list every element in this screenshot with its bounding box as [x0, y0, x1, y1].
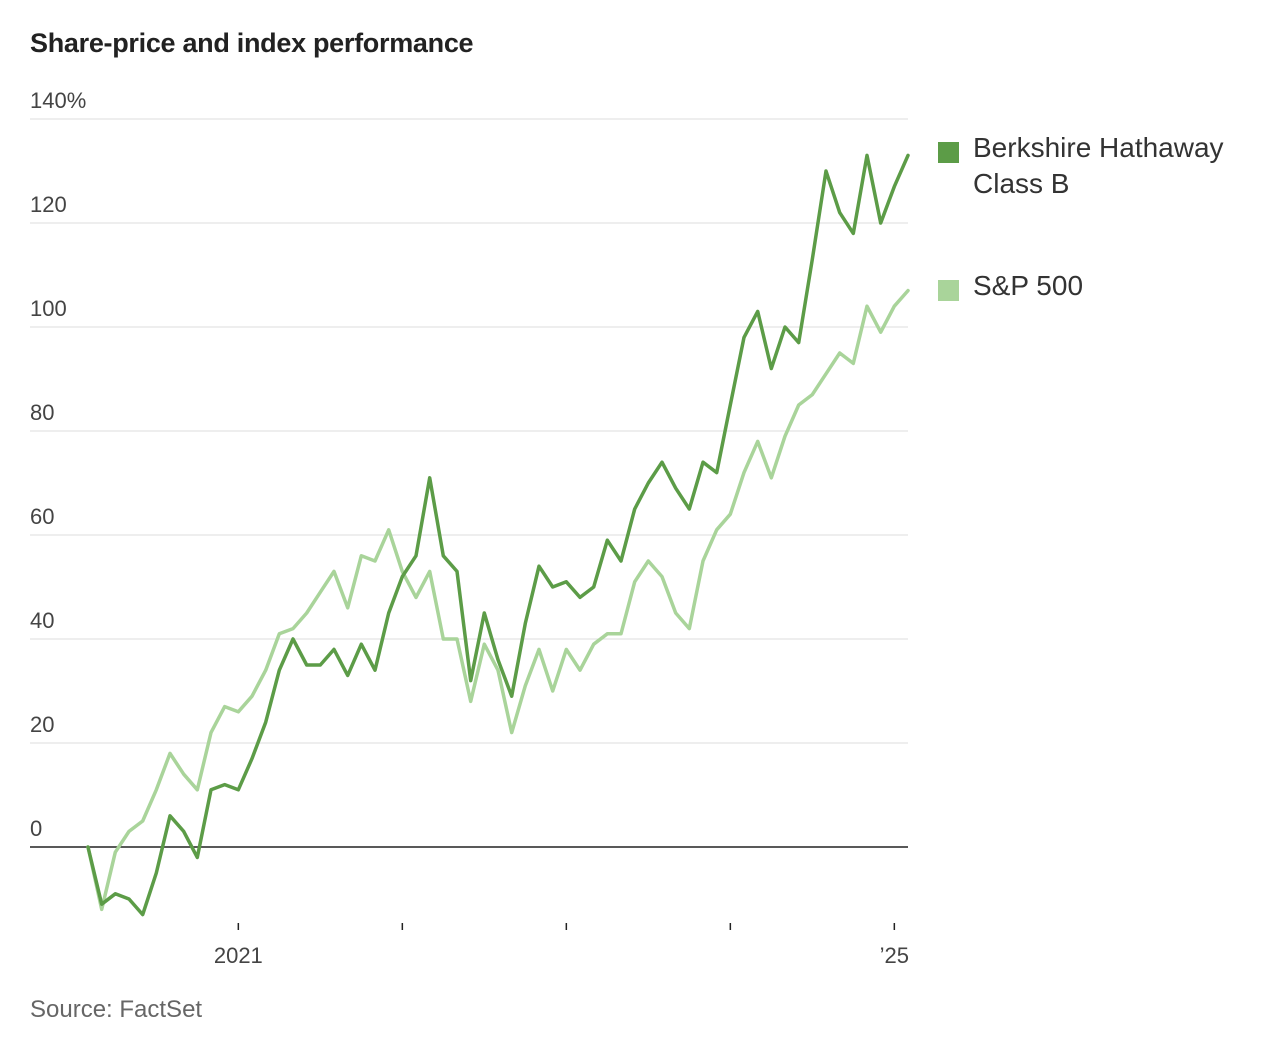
- legend: Berkshire Hathaway Class B S&P 500: [938, 130, 1263, 304]
- y-tick-label: 0: [30, 816, 42, 841]
- x-tick-label: 2021: [214, 943, 263, 968]
- gridlines: [30, 118, 908, 848]
- source-note: Source: FactSet: [30, 996, 203, 1023]
- y-tick-label: 20: [30, 712, 54, 737]
- series-lines: [86, 153, 910, 917]
- y-tick-label: 60: [30, 504, 54, 529]
- legend-item-berkshire: Berkshire Hathaway Class B: [938, 130, 1263, 202]
- legend-label-berkshire: Berkshire Hathaway Class B: [973, 132, 1224, 199]
- y-axis-labels: 0 20 40 60 80 100 120 140%: [30, 88, 86, 841]
- legend-item-sp500: S&P 500: [938, 268, 1263, 304]
- y-tick-label: 80: [30, 400, 54, 425]
- y-tick-label: 40: [30, 608, 54, 633]
- legend-swatch-sp500: [938, 280, 959, 301]
- y-tick-label: 140%: [30, 88, 86, 113]
- chart-title: Share-price and index performance: [30, 28, 474, 58]
- legend-label-sp500: S&P 500: [973, 270, 1084, 301]
- series-line-sp500: [86, 288, 910, 912]
- y-tick-label: 120: [30, 192, 67, 217]
- x-tick-label: ’25: [880, 943, 909, 968]
- series-line-berkshire: [86, 153, 910, 917]
- x-axis: 2021 ’25: [214, 923, 909, 968]
- y-tick-label: 100: [30, 296, 67, 321]
- legend-swatch-berkshire: [938, 142, 959, 163]
